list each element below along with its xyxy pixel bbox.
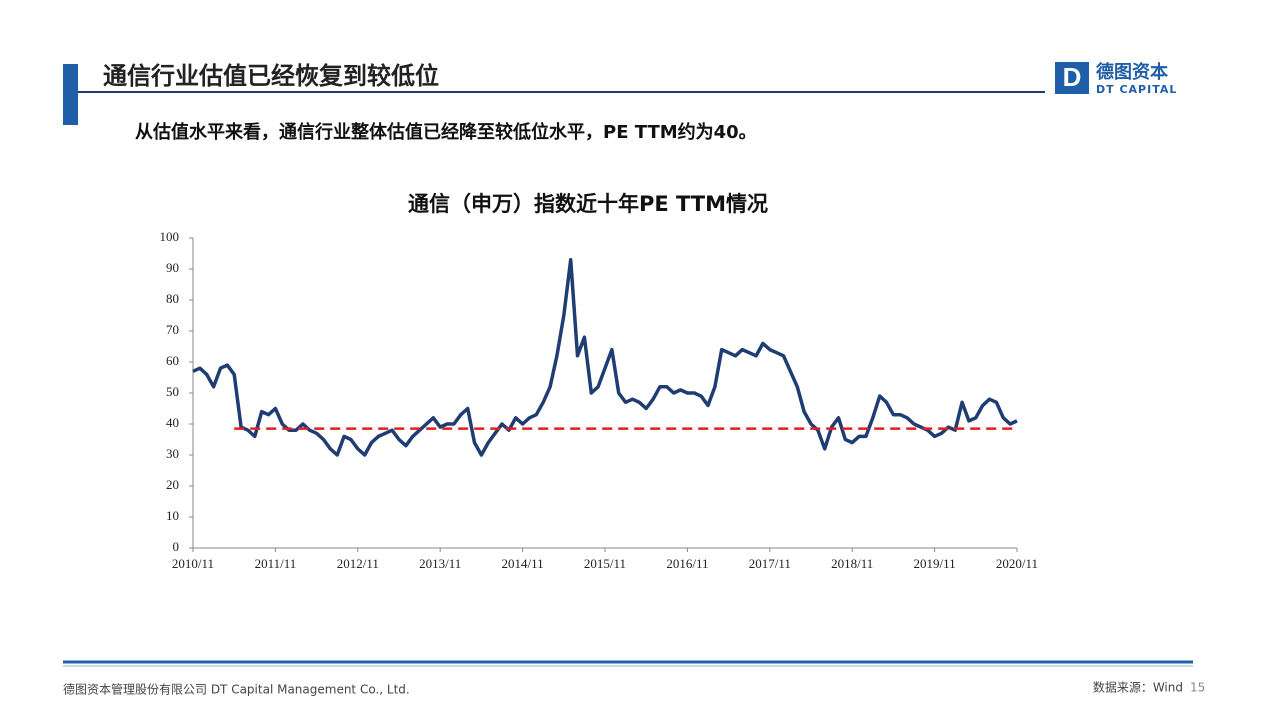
- title-accent: [63, 64, 78, 125]
- x-tick-label: 2011/11: [255, 556, 297, 571]
- x-tick-label: 2015/11: [584, 556, 626, 571]
- x-tick-label: 2017/11: [749, 556, 791, 571]
- footer-source: 数据来源：Wind: [1093, 680, 1183, 695]
- y-tick-label: 60: [166, 353, 179, 368]
- x-tick-label: 2018/11: [831, 556, 873, 571]
- y-tick-label: 40: [166, 415, 179, 430]
- y-tick-label: 10: [166, 508, 179, 523]
- footer-company: 德图资本管理股份有限公司 DT Capital Management Co., …: [63, 682, 410, 697]
- line-series: [192, 257, 1018, 457]
- slide-title: 通信行业估值已经恢复到较低位: [103, 62, 439, 90]
- y-tick-label: 30: [166, 446, 179, 461]
- y-tick-label: 20: [166, 477, 179, 492]
- x-tick-label: 2013/11: [419, 556, 461, 571]
- x-tick-label: 2016/11: [666, 556, 708, 571]
- x-tick-label: 2014/11: [502, 556, 544, 571]
- subtitle: 从估值水平来看，通信行业整体估值已经降至较低位水平，PE TTM约为40。: [135, 121, 757, 143]
- page-number: 15: [1190, 681, 1205, 695]
- logo-mark: [1055, 62, 1089, 94]
- chart-title: 通信（申万）指数近十年PE TTM情况: [408, 192, 768, 216]
- chart: 0 10 20 30 40 50 60 70 80 90 100 2010/11 2011/11 2012…: [160, 229, 1039, 571]
- x-tick-label: 2020/11: [996, 556, 1038, 571]
- logo-cn: 德图资本: [1096, 61, 1168, 83]
- y-tick-label: 80: [166, 291, 179, 306]
- y-tick-label: 50: [166, 384, 179, 399]
- logo-letter: D: [1063, 62, 1082, 92]
- logo-en: DT CAPITAL: [1096, 83, 1177, 96]
- x-tick-label: 2010/11: [172, 556, 214, 571]
- x-tick-label: 2019/11: [914, 556, 956, 571]
- y-tick-label: 0: [173, 539, 180, 554]
- y-tick-label: 70: [166, 322, 179, 337]
- y-tick-label: 100: [160, 229, 180, 244]
- x-tick-label: 2012/11: [337, 556, 379, 571]
- y-tick-label: 90: [166, 260, 179, 275]
